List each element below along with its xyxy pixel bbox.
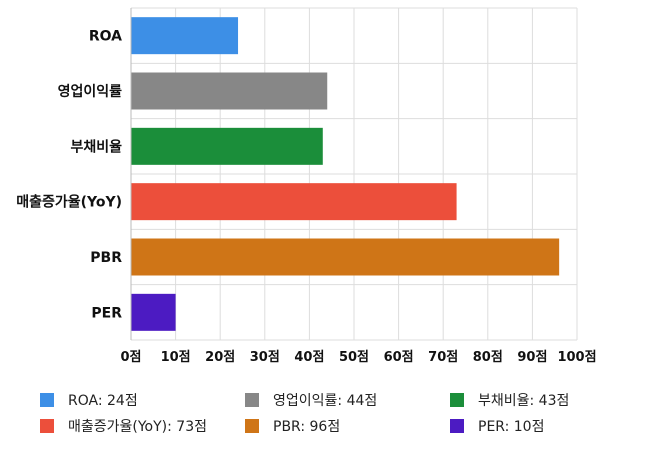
legend-label: PER: 10점 xyxy=(478,419,545,435)
y-tick-label: PER xyxy=(91,305,122,321)
legend-swatch xyxy=(40,393,54,407)
legend-label: 부채비율: 43점 xyxy=(478,393,570,409)
x-tick-label: 40점 xyxy=(294,350,324,365)
x-tick-label: 80점 xyxy=(473,350,503,365)
legend-swatch xyxy=(450,393,464,407)
x-tick-label: 70점 xyxy=(428,350,458,365)
legend-label: 영업이익률: 44점 xyxy=(273,393,378,409)
x-tick-label: 90점 xyxy=(517,350,547,365)
y-tick-label: 부채비율 xyxy=(70,138,122,155)
x-tick-label: 30점 xyxy=(250,350,280,365)
x-tick-label: 10점 xyxy=(161,350,191,365)
legend-label: PBR: 96점 xyxy=(273,419,341,435)
legend-item: 매출증가율(YoY): 73점 xyxy=(40,416,207,436)
legend-label: 매출증가율(YoY): 73점 xyxy=(68,419,207,435)
legend-swatch xyxy=(245,393,259,407)
y-tick-label: 매출증가율(YoY) xyxy=(16,194,122,211)
x-tick-label: 50점 xyxy=(339,350,369,365)
x-tick-label: 0점 xyxy=(120,350,141,365)
bar-4 xyxy=(131,238,560,276)
x-tick-label: 60점 xyxy=(384,350,414,365)
legend-item: 부채비율: 43점 xyxy=(450,390,569,410)
legend-swatch xyxy=(245,419,259,433)
bar-1 xyxy=(131,72,328,110)
legend-swatch xyxy=(40,419,54,433)
bar-2 xyxy=(131,127,323,165)
x-tick-label: 20점 xyxy=(205,350,235,365)
legend-item: 영업이익률: 44점 xyxy=(245,390,377,410)
x-tick-label: 100점 xyxy=(557,350,596,365)
y-tick-label: PBR xyxy=(90,250,122,266)
legend-item: PER: 10점 xyxy=(450,416,544,436)
y-tick-label: ROA xyxy=(89,29,122,45)
y-tick-label: 영업이익률 xyxy=(58,83,123,100)
legend-item: ROA: 24점 xyxy=(40,390,138,410)
legend-swatch xyxy=(450,419,464,433)
bar-5 xyxy=(131,293,176,331)
legend-label: ROA: 24점 xyxy=(68,393,138,409)
bar-3 xyxy=(131,183,457,221)
legend-item: PBR: 96점 xyxy=(245,416,340,436)
bar-0 xyxy=(131,17,239,55)
